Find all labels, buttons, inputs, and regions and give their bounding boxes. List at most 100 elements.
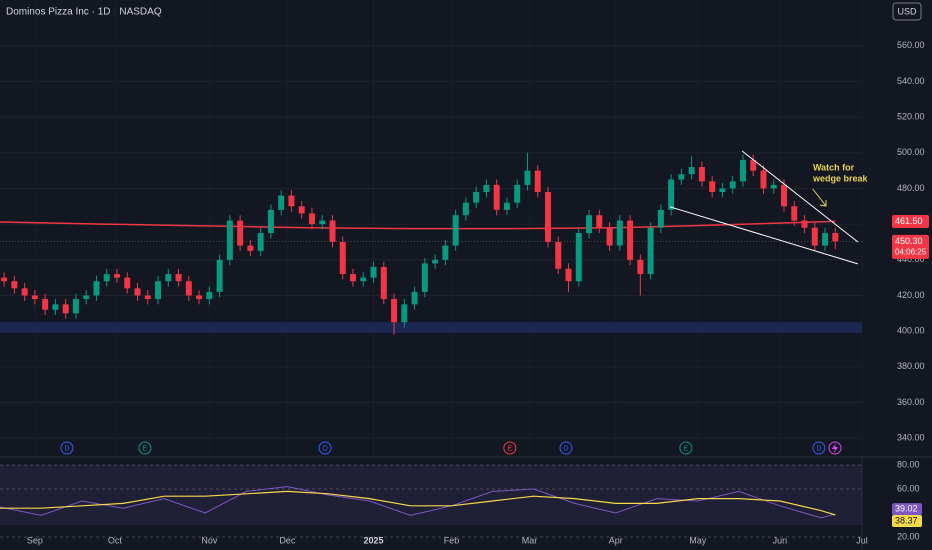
candle-body xyxy=(298,206,305,214)
candle-body xyxy=(544,192,551,242)
x-tick-label: Feb xyxy=(444,535,460,545)
candle-body xyxy=(411,291,418,305)
candle-body xyxy=(791,206,798,221)
x-tick-label: Dec xyxy=(279,535,296,545)
candle-body xyxy=(801,220,808,228)
candle-body xyxy=(257,233,264,251)
support-zone xyxy=(0,322,862,333)
candle-body xyxy=(308,213,315,225)
candle-body xyxy=(216,259,223,292)
y-tick-label: 380.00 xyxy=(897,361,925,371)
last-price-tag-countdown: 04:06:25 xyxy=(895,248,927,257)
candle-body xyxy=(370,266,377,278)
candle-body xyxy=(750,159,757,171)
candle-body xyxy=(175,274,182,282)
candle-body xyxy=(647,227,654,275)
y-tick-label: 340.00 xyxy=(897,433,925,443)
candle-body xyxy=(226,220,233,260)
rsi-ma-line xyxy=(0,490,836,516)
candle-body xyxy=(668,179,675,210)
candle-body xyxy=(339,241,346,275)
candle-body xyxy=(606,227,613,246)
candle-body xyxy=(483,184,490,193)
event-marker xyxy=(318,441,332,455)
candle-body xyxy=(380,266,387,300)
candle-body xyxy=(719,188,726,193)
event-marker xyxy=(503,441,517,455)
event-marker xyxy=(679,441,693,455)
x-tick-label: Nov xyxy=(201,535,218,545)
candle-body xyxy=(657,209,664,228)
candle-body xyxy=(473,192,480,203)
candle-body xyxy=(52,304,59,310)
candle-body xyxy=(421,263,428,292)
candle-body xyxy=(288,195,295,207)
candle-body xyxy=(401,304,408,323)
last-price-tag: 450.30 xyxy=(895,236,923,246)
rsi-value-tag: 39.02 xyxy=(895,504,918,514)
candle-body xyxy=(134,288,141,296)
chart-title: Dominos Pizza Inc · 1D · NASDAQ xyxy=(6,7,162,18)
y-tick-label: 520.00 xyxy=(897,111,925,121)
candle-body xyxy=(503,202,510,210)
candle-body xyxy=(196,295,203,300)
candle-body xyxy=(267,209,274,234)
candle-body xyxy=(42,299,49,310)
candle-body xyxy=(206,291,213,300)
x-tick-label: Jun xyxy=(773,535,788,545)
annotation: wedge break xyxy=(812,173,869,183)
trendline xyxy=(669,206,859,265)
candle-body xyxy=(832,233,839,242)
rsi-line xyxy=(0,486,836,519)
candle-body xyxy=(739,159,746,182)
event-marker xyxy=(559,441,573,455)
x-tick-label: 2025 xyxy=(364,535,384,545)
rsi-tick-label: 80.00 xyxy=(897,459,920,469)
x-tick-label: Mar xyxy=(522,535,538,545)
ma-price-tag: 461.50 xyxy=(895,216,923,226)
candle-body xyxy=(93,281,100,296)
candle-body xyxy=(103,274,110,282)
candle-body xyxy=(247,245,254,251)
candle-body xyxy=(11,281,18,289)
rsi-ma-value-tag: 38.37 xyxy=(895,515,918,525)
candle-body xyxy=(165,274,172,282)
candle-body xyxy=(555,241,562,269)
candle-body xyxy=(442,245,449,260)
event-label: E xyxy=(143,445,148,452)
candle-body xyxy=(62,304,69,314)
candle-body xyxy=(616,220,623,246)
y-tick-label: 500.00 xyxy=(897,147,925,157)
candle-body xyxy=(822,233,829,246)
candle-body xyxy=(113,274,120,278)
candle-body xyxy=(185,281,192,296)
candle-body xyxy=(319,220,326,225)
candle-body xyxy=(770,184,777,189)
candle-body xyxy=(781,184,788,207)
candle-body xyxy=(31,295,38,300)
candle-body xyxy=(21,288,28,296)
event-label: D xyxy=(64,445,69,452)
candle-body xyxy=(688,167,695,175)
candle-body xyxy=(760,170,767,189)
currency-button[interactable] xyxy=(892,2,922,21)
event-label: D xyxy=(564,445,569,452)
candle-body xyxy=(462,202,469,216)
candle-body xyxy=(627,220,634,260)
rsi-value-tag-bg xyxy=(892,503,922,516)
rsi-ma-value-tag-bg xyxy=(892,514,922,527)
candle-body xyxy=(514,184,521,203)
candle-body xyxy=(524,170,531,185)
candle-body xyxy=(124,277,131,289)
candle-body xyxy=(586,215,593,234)
x-tick-label: Oct xyxy=(108,535,123,545)
candle-body xyxy=(452,215,459,246)
x-tick-label: Sep xyxy=(27,535,43,545)
candle-body xyxy=(329,220,336,242)
candle-body xyxy=(596,215,603,228)
candle-body xyxy=(83,295,90,300)
currency-label[interactable]: USD xyxy=(897,6,917,16)
y-tick-label: 480.00 xyxy=(897,183,925,193)
